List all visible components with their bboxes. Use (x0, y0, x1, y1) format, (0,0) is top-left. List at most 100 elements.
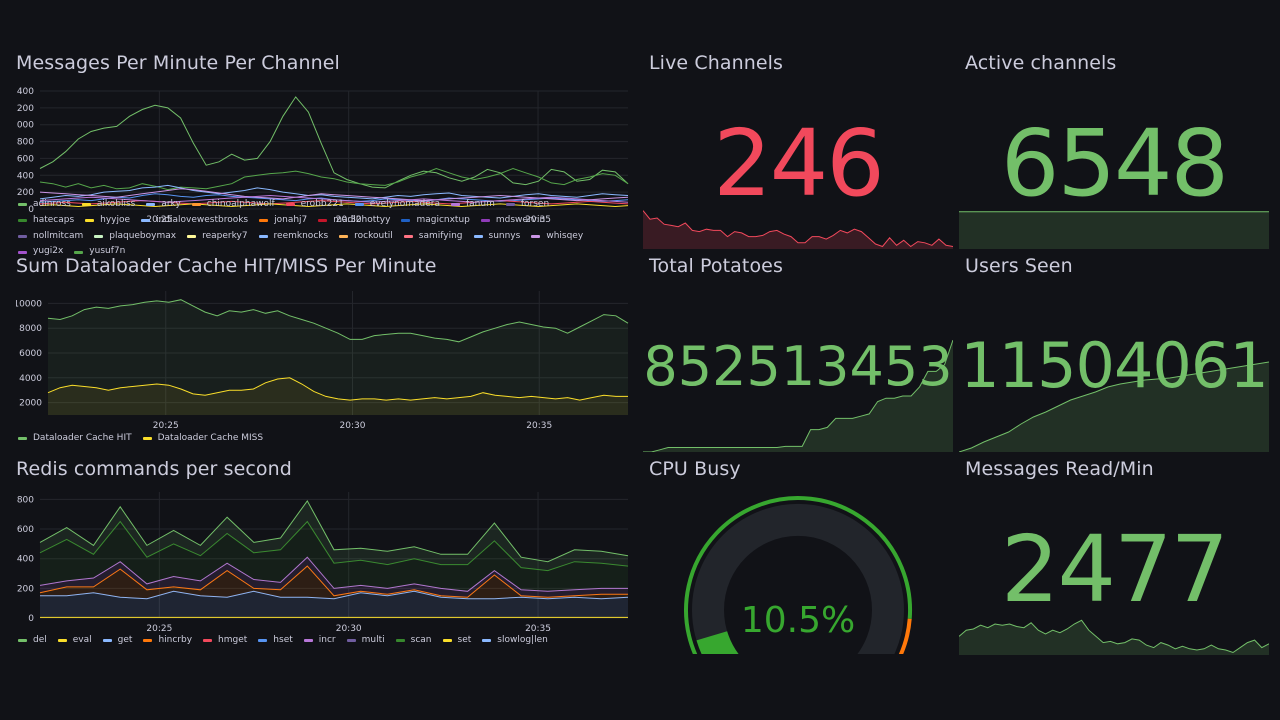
redis-legend: del eval get hincrby hmget hset incr multi scan s… (18, 633, 618, 649)
legend-label: incr (318, 635, 336, 645)
series-line-incr (39, 556, 628, 592)
series-line-Dataloader Cache HIT (47, 299, 629, 343)
legend-item[interactable]: incr (303, 633, 336, 649)
legend-swatch (141, 219, 151, 222)
legend-swatch (258, 234, 268, 238)
legend-item[interactable]: multi (346, 633, 385, 649)
legend-item[interactable]: evelynomadera (354, 197, 440, 213)
gauge-value-arc (696, 630, 739, 654)
y-tick-label: 1400 (16, 87, 34, 97)
panel-title[interactable]: Active channels (965, 52, 1117, 74)
series-area-hincrby (40, 566, 628, 599)
legend-label: rockoutil (354, 230, 393, 241)
legend-item[interactable]: forsen (505, 197, 549, 213)
sparkline-area (959, 211, 1269, 249)
legend-swatch (85, 219, 95, 222)
legend-item[interactable]: aikobliss (81, 197, 136, 213)
series-line-yusuf7n (39, 167, 629, 191)
legend-item[interactable]: madi2hottyy (318, 213, 390, 229)
legend-item[interactable]: reemknocks (258, 229, 328, 245)
users-seen-value: 11504061 (960, 329, 1269, 402)
y-tick-label: 6000 (19, 349, 42, 359)
panel-title[interactable]: Total Potatoes (649, 255, 783, 277)
legend-swatch (505, 203, 515, 207)
legend-item[interactable]: arky (146, 197, 181, 213)
panel-title[interactable]: CPU Busy (649, 458, 741, 480)
legend-label: aikobliss (96, 199, 136, 209)
active-channels-sparkline (959, 211, 1269, 249)
x-tick-label: 20:35 (526, 421, 552, 431)
legend-item[interactable]: mdswervin (480, 213, 545, 229)
legend-swatch (142, 437, 152, 441)
legend-item[interactable]: samifying (403, 229, 463, 245)
legend-item[interactable]: eval (57, 633, 92, 649)
legend-item[interactable]: yusuf7n (74, 244, 125, 260)
legend-label: Dataloader Cache HIT (33, 433, 132, 443)
legend-item[interactable]: yugi2x (18, 244, 63, 260)
legend-item[interactable]: adinross (18, 197, 71, 213)
users-seen-panel: Users Seen 11504061 (959, 255, 1269, 452)
gauge-track (692, 503, 904, 654)
x-tick-label: 20:30 (340, 421, 366, 431)
y-tick-label: 0 (28, 614, 34, 624)
legend-item[interactable]: del (18, 633, 47, 649)
redis-chart[interactable]: 800 600 400 200 0 20:25 20:30 20:35 (16, 488, 630, 634)
y-tick-label: 8000 (19, 324, 42, 334)
legend-item[interactable]: Dataloader Cache MISS (142, 431, 263, 447)
legend-item[interactable]: chinoalphawolf (191, 197, 275, 213)
legend-swatch (339, 234, 349, 238)
legend-swatch (482, 639, 492, 643)
y-tick-label: 200 (17, 188, 34, 198)
legend-swatch (18, 219, 27, 222)
cpu-busy-panel: CPU Busy 10.5% (643, 458, 953, 654)
legend-item[interactable]: reaperky7 (187, 229, 248, 245)
legend-swatch (74, 250, 84, 254)
active-channels-panel: Active channels 6548 (959, 52, 1269, 249)
legend-label: hset (273, 635, 293, 645)
panel-title[interactable]: Redis commands per second (16, 458, 292, 480)
legend-item[interactable]: hset (258, 633, 293, 649)
legend-item[interactable]: slowlog|len (482, 633, 548, 649)
legend-label: sunnys (488, 230, 521, 241)
legend-label: multi (361, 635, 385, 645)
panel-title[interactable]: Users Seen (965, 255, 1073, 277)
legend-item[interactable]: rockoutil (339, 229, 393, 245)
legend-swatch (191, 203, 201, 207)
legend-label: jonahj7 (274, 214, 308, 225)
dataloader-chart[interactable]: 10000 8000 6000 4000 2000 20:25 20:30 20:35 (16, 287, 630, 431)
legend-item[interactable]: set (442, 633, 471, 649)
legend-label: chinoalphawolf (206, 199, 275, 209)
legend-item[interactable]: hatecaps (18, 213, 74, 229)
legend-item[interactable]: nollmitcam (18, 229, 83, 245)
y-tick-label: 400 (17, 171, 34, 181)
legend-item[interactable]: jonahj7 (259, 213, 307, 229)
legend-swatch (259, 219, 269, 222)
legend-item[interactable]: Dataloader Cache HIT (18, 431, 132, 447)
panel-title[interactable]: Live Channels (649, 52, 784, 74)
legend-swatch (354, 203, 364, 207)
legend-item[interactable]: hyyjoe (85, 213, 130, 229)
panel-title[interactable]: Messages Per Minute Per Channel (16, 52, 340, 74)
messages-legend: adinross aikobliss arky chinoalphawolf erobb… (18, 197, 618, 260)
series-line-adinross (39, 96, 629, 189)
y-tick-label: 2000 (19, 399, 42, 409)
sparkline-area (643, 210, 953, 249)
legend-item[interactable]: indialovewestbrooks (141, 213, 248, 229)
legend-item[interactable]: whisqey (531, 229, 583, 245)
legend-item[interactable]: erobb221 (285, 197, 344, 213)
legend-label: hatecaps (33, 214, 75, 225)
legend-item[interactable]: hincrby (143, 633, 192, 649)
legend-item[interactable]: fanum (450, 197, 495, 213)
legend-item[interactable]: hmget (203, 633, 247, 649)
panel-title[interactable]: Sum Dataloader Cache HIT/MISS Per Minute (16, 255, 437, 277)
legend-label: adinross (33, 199, 71, 209)
legend-item[interactable]: plaqueboymax (94, 229, 176, 245)
messages-chart[interactable]: 1400 1200 1000 800 600 400 200 0 20:25 20:30 20:35 (16, 85, 630, 225)
legend-item[interactable]: scan (395, 633, 432, 649)
legend-item[interactable]: sunnys (473, 229, 521, 245)
legend-label: whisqey (546, 230, 584, 241)
panel-title[interactable]: Messages Read/Min (965, 458, 1154, 480)
legend-item[interactable]: magicnxtup (401, 213, 470, 229)
legend-item[interactable]: get (102, 633, 132, 649)
series-line-whisqey (39, 188, 629, 202)
